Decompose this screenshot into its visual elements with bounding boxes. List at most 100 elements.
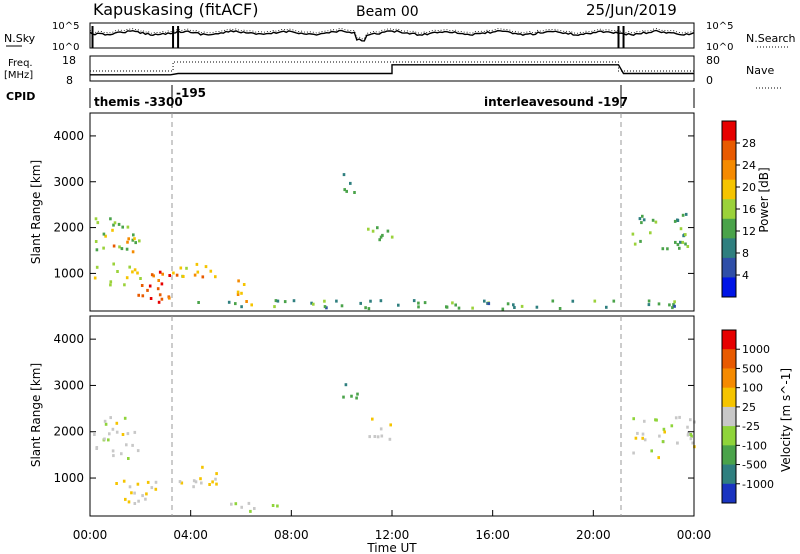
power-cell xyxy=(681,213,685,217)
power-cell xyxy=(136,271,139,275)
velocity-cell xyxy=(691,441,694,445)
velocity-colorbar-swatch xyxy=(722,406,736,427)
power-cell xyxy=(678,246,681,250)
power-colorbar-tick-label: 24 xyxy=(742,159,756,172)
velocity-colorbar-tick-label: 1000 xyxy=(742,343,770,356)
velocity-heatmap xyxy=(93,383,696,513)
power-cell xyxy=(593,299,597,303)
power-cell xyxy=(558,307,562,310)
power-cell xyxy=(378,238,381,242)
velocity-colorbar-tick-label: -500 xyxy=(742,459,767,472)
velocity-ytick-label: 4000 xyxy=(53,332,84,346)
power-cell xyxy=(240,305,243,309)
power-cell xyxy=(457,306,461,310)
velocity-cell xyxy=(689,437,693,441)
velocity-cell xyxy=(192,479,196,483)
noise-left-label: N.Sky xyxy=(4,32,36,45)
power-cell xyxy=(651,218,655,222)
power-colorbar-swatch xyxy=(722,121,736,142)
power-cell xyxy=(673,300,676,304)
power-cell xyxy=(273,305,276,309)
velocity-cell xyxy=(136,482,140,486)
date-title: 25/Jun/2019 xyxy=(586,1,677,19)
power-cell xyxy=(185,266,188,270)
power-cell xyxy=(323,299,326,303)
power-cell xyxy=(397,303,400,307)
velocity-cell xyxy=(192,485,195,489)
velocity-cell xyxy=(136,449,140,453)
velocity-cell xyxy=(686,433,690,437)
power-colorbar-tick-label: 16 xyxy=(742,203,756,216)
power-cell xyxy=(138,239,141,243)
velocity-cell xyxy=(355,396,358,400)
power-cell xyxy=(133,268,137,272)
power-cell xyxy=(445,305,449,309)
power-cell xyxy=(673,304,676,308)
power-cell xyxy=(126,240,129,244)
power-ytick-label: 1000 xyxy=(53,266,84,280)
velocity-colorbar-swatch xyxy=(722,349,736,369)
power-cell xyxy=(193,273,197,277)
power-colorbar-tick-label: 8 xyxy=(742,247,749,260)
velocity-cell xyxy=(127,457,130,460)
power-cell xyxy=(234,302,237,306)
power-cell xyxy=(681,240,684,244)
velocity-cell xyxy=(641,436,644,440)
power-cell xyxy=(571,299,575,303)
power-colorbar-label: Power [dB] xyxy=(757,167,771,232)
power-cell xyxy=(654,220,658,224)
velocity-cell xyxy=(122,479,126,483)
velocity-cell xyxy=(344,383,348,387)
power-cell xyxy=(640,221,643,225)
velocity-cell xyxy=(125,443,128,447)
power-cell xyxy=(112,244,116,248)
velocity-cell xyxy=(371,417,374,421)
velocity-cell xyxy=(144,497,147,501)
power-cell xyxy=(343,188,346,192)
power-cell xyxy=(123,283,126,287)
power-cell xyxy=(631,232,635,236)
power-cell xyxy=(501,307,505,311)
power-cell xyxy=(94,240,98,243)
power-cell xyxy=(133,237,136,241)
power-cell xyxy=(679,240,682,244)
freq-lines xyxy=(90,61,694,76)
velocity-cell xyxy=(380,434,384,438)
velocity-cell xyxy=(389,423,392,427)
power-cell xyxy=(157,279,160,282)
velocity-cell xyxy=(133,430,137,434)
velocity-colorbar-tick-label: 100 xyxy=(742,382,763,395)
power-cell xyxy=(551,299,555,303)
power-cell xyxy=(359,301,362,305)
velocity-cell xyxy=(687,431,690,435)
power-yticks: 4000 3000 2000 1000 xyxy=(53,129,694,280)
power-cell xyxy=(335,299,338,303)
power-cell xyxy=(102,246,105,250)
velocity-cell xyxy=(686,425,689,429)
power-cell xyxy=(671,306,674,310)
velocity-yticks: 4000 3000 2000 1000 xyxy=(53,332,694,485)
power-cell xyxy=(94,217,98,221)
nave-label: Nave xyxy=(746,64,774,77)
velocity-cell xyxy=(230,502,233,506)
power-cell xyxy=(111,228,114,232)
power-cell xyxy=(236,293,240,296)
power-cell xyxy=(471,306,474,310)
velocity-colorbar-swatch xyxy=(722,426,736,446)
power-cell xyxy=(149,297,153,300)
power-cell xyxy=(113,221,117,225)
velocity-cell xyxy=(130,491,133,495)
velocity-colorbar-tick-label: 500 xyxy=(742,362,763,375)
velocity-cell xyxy=(689,433,693,436)
noise-right-tick-high: 10^5 xyxy=(706,21,733,32)
power-cell xyxy=(506,302,510,306)
velocity-colorbar-swatch xyxy=(722,387,736,408)
power-cell xyxy=(668,303,671,307)
velocity-ylabel: Slant Range [km] xyxy=(29,363,43,467)
velocity-cell xyxy=(199,477,202,481)
power-cell xyxy=(196,270,200,274)
cpid-label: CPID xyxy=(6,90,35,103)
velocity-panel-frame xyxy=(89,315,695,517)
power-cell xyxy=(161,272,164,276)
velocity-cell xyxy=(150,486,154,490)
